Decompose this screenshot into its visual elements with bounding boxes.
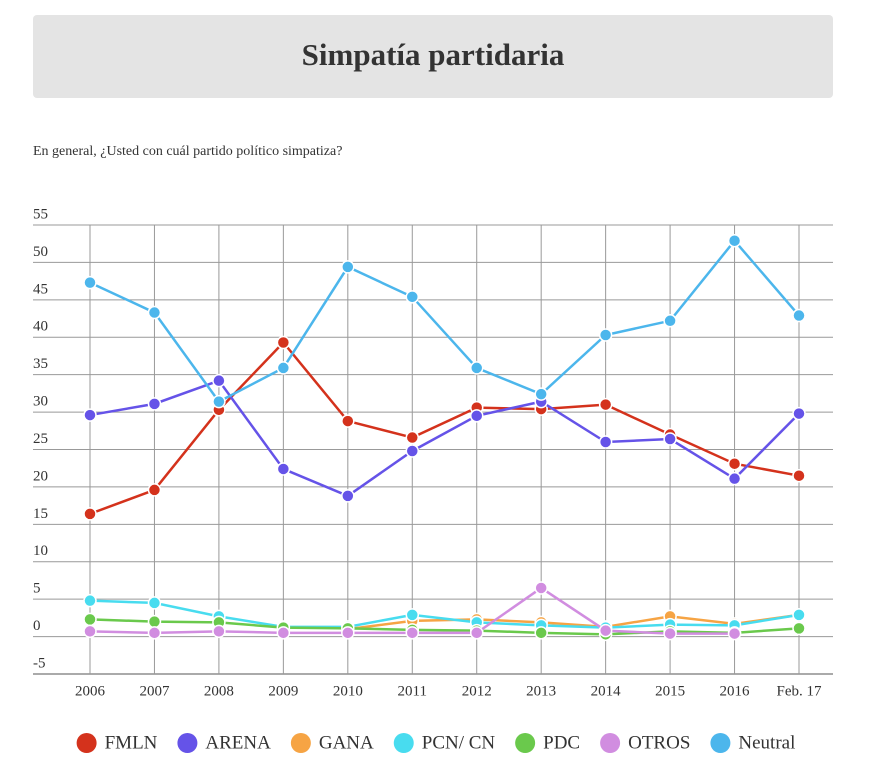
series-line bbox=[89, 238, 800, 404]
legend-label: PCN/ CN bbox=[422, 732, 496, 753]
data-point bbox=[598, 328, 613, 342]
data-point bbox=[276, 361, 291, 375]
x-tick-label: 2016 bbox=[720, 683, 751, 699]
data-point bbox=[341, 489, 355, 503]
y-tick-label: 25 bbox=[33, 431, 48, 447]
data-point bbox=[405, 626, 420, 640]
x-tick-label: 2008 bbox=[204, 683, 234, 699]
x-tick-label: Feb. 17 bbox=[777, 683, 823, 699]
series-line bbox=[89, 618, 800, 636]
y-tick-label: 45 bbox=[33, 281, 48, 297]
series-line bbox=[89, 379, 800, 498]
y-tick-label: 15 bbox=[33, 506, 48, 522]
legend-label: GANA bbox=[319, 732, 374, 753]
data-point bbox=[83, 624, 97, 639]
data-point bbox=[212, 624, 226, 639]
data-point bbox=[727, 626, 742, 641]
data-point bbox=[147, 305, 162, 320]
data-point bbox=[534, 581, 548, 595]
data-point bbox=[147, 397, 162, 411]
data-point bbox=[792, 608, 806, 622]
data-point bbox=[469, 361, 484, 375]
data-point bbox=[405, 444, 420, 458]
data-point bbox=[405, 290, 420, 304]
y-tick-label: 55 bbox=[33, 206, 48, 222]
subtitle: En general, ¿Usted con cuál partido polí… bbox=[33, 144, 342, 159]
data-point bbox=[341, 414, 355, 428]
x-tick-label: 2006 bbox=[75, 683, 106, 699]
series-line bbox=[89, 340, 800, 516]
data-point bbox=[598, 397, 613, 412]
data-point bbox=[469, 409, 484, 423]
data-point bbox=[147, 596, 162, 610]
data-point bbox=[792, 621, 806, 636]
y-tick-label: 20 bbox=[33, 468, 48, 484]
data-point bbox=[83, 507, 97, 521]
title-box bbox=[33, 15, 833, 98]
legend-marker bbox=[76, 733, 97, 753]
chart-title: Simpatía partidaria bbox=[302, 37, 565, 72]
data-point bbox=[147, 626, 162, 640]
data-point bbox=[276, 626, 291, 640]
data-point bbox=[727, 233, 742, 248]
data-point bbox=[727, 456, 742, 471]
legend-label: OTROS bbox=[628, 732, 690, 753]
x-tick-label: 2015 bbox=[655, 683, 685, 699]
y-tick-label: 50 bbox=[33, 244, 48, 260]
legend-marker bbox=[393, 733, 414, 753]
series-line bbox=[89, 599, 800, 629]
data-point bbox=[83, 612, 97, 627]
x-tick-label: 2010 bbox=[333, 683, 363, 699]
data-point bbox=[792, 406, 806, 421]
x-tick-label: 2011 bbox=[398, 683, 427, 699]
legend-label: ARENA bbox=[205, 732, 271, 753]
data-point bbox=[598, 435, 613, 449]
data-point bbox=[276, 462, 291, 476]
x-tick-label: 2012 bbox=[462, 683, 492, 699]
legend-marker bbox=[710, 733, 731, 753]
y-tick-label: 40 bbox=[33, 319, 48, 335]
data-point bbox=[727, 471, 742, 486]
legend-label: FMLN bbox=[105, 732, 158, 753]
y-tick-label: 0 bbox=[33, 618, 41, 634]
data-point bbox=[83, 275, 97, 290]
y-tick-label: 30 bbox=[33, 394, 48, 410]
data-point bbox=[341, 260, 355, 274]
y-tick-label: 5 bbox=[33, 581, 41, 597]
data-point bbox=[83, 408, 97, 422]
data-point bbox=[212, 394, 226, 409]
data-point bbox=[276, 335, 291, 350]
data-point bbox=[534, 387, 548, 401]
legend-marker bbox=[600, 733, 621, 753]
data-point bbox=[663, 314, 677, 328]
data-point bbox=[147, 483, 162, 497]
data-point bbox=[405, 430, 420, 445]
data-point bbox=[792, 308, 806, 323]
data-point bbox=[534, 626, 548, 640]
data-point bbox=[147, 614, 162, 629]
y-tick-label: 10 bbox=[33, 543, 48, 559]
data-point bbox=[663, 432, 677, 446]
series-line bbox=[347, 613, 800, 631]
x-tick-label: 2009 bbox=[268, 683, 298, 699]
x-tick-label: 2014 bbox=[591, 683, 622, 699]
x-tick-label: 2007 bbox=[139, 683, 170, 699]
data-point bbox=[212, 373, 226, 388]
data-point bbox=[598, 623, 613, 638]
legend-marker bbox=[177, 733, 198, 753]
legend-marker bbox=[515, 733, 536, 753]
y-tick-label: 35 bbox=[33, 356, 48, 372]
data-point bbox=[792, 468, 806, 483]
y-tick-label: -5 bbox=[33, 655, 46, 671]
legend-marker bbox=[290, 733, 311, 753]
data-point bbox=[469, 626, 484, 640]
legend-label: Neutral bbox=[738, 732, 795, 753]
legend-label: PDC bbox=[543, 732, 580, 753]
data-point bbox=[83, 593, 97, 608]
x-tick-label: 2013 bbox=[526, 683, 556, 699]
data-point bbox=[341, 626, 355, 640]
data-point bbox=[663, 626, 677, 641]
data-point bbox=[405, 608, 420, 622]
